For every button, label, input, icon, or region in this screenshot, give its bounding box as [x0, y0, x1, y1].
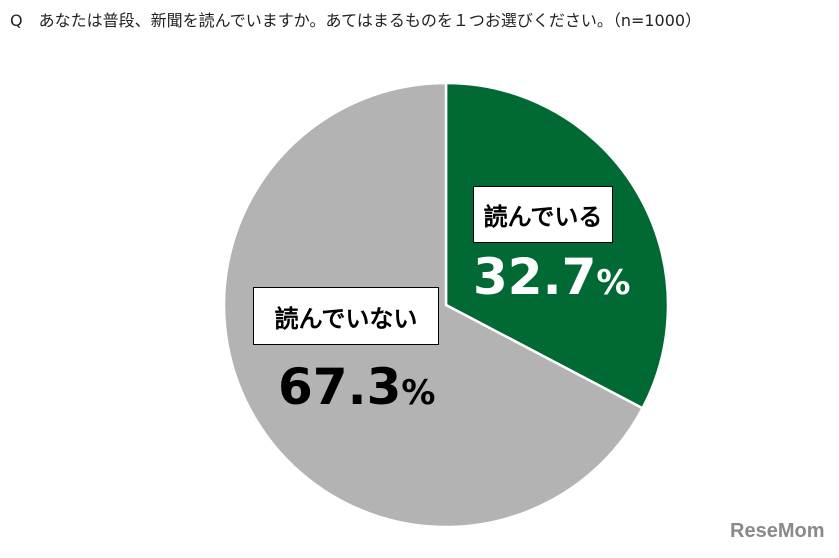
- slice-value-reading: 32.7%: [473, 248, 630, 306]
- value-number: 32.7: [473, 248, 597, 306]
- value-unit: %: [401, 373, 436, 413]
- resemom-logo: ReseMom: [730, 520, 825, 542]
- slice-label-not-reading: 読んでいない: [253, 287, 439, 345]
- slice-label-reading: 読んでいる: [473, 186, 613, 243]
- chart-title: Q あなたは普段、新聞を読んでいますか。あてはまるものを１つお選びください。（n…: [10, 11, 702, 30]
- value-unit: %: [596, 263, 631, 303]
- value-number: 67.3: [278, 358, 402, 416]
- pie-slice-0: [444, 81, 670, 410]
- slice-value-not-reading: 67.3%: [278, 358, 435, 416]
